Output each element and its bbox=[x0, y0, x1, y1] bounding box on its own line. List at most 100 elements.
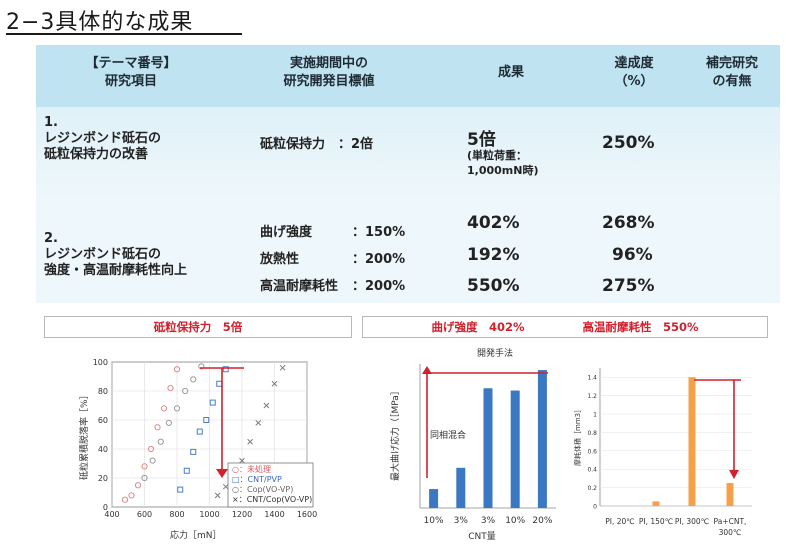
scatter-point bbox=[198, 363, 205, 370]
results-table: 【テーマ番号】 研究項目 実施期間中の 研究開発目標値 成果 達成度 （%） 補… bbox=[36, 45, 780, 303]
scatter-point bbox=[279, 364, 286, 371]
scatter-point bbox=[134, 482, 142, 489]
wear-ytick: 1 bbox=[593, 412, 597, 419]
scatter-points bbox=[121, 363, 286, 503]
scatter-point bbox=[222, 366, 229, 373]
scatter-point bbox=[263, 402, 270, 409]
wear-bar bbox=[652, 501, 660, 506]
wear-bar bbox=[726, 483, 734, 506]
scatter-point bbox=[196, 428, 203, 435]
bar-xtick: 20% bbox=[532, 516, 552, 526]
wear-series bbox=[652, 377, 734, 506]
bar-xtick: 10% bbox=[424, 516, 444, 526]
scatter-point bbox=[141, 463, 148, 470]
scatter-xtick: 400 bbox=[104, 510, 119, 519]
bar bbox=[510, 390, 520, 508]
grain-dropout-scatter-chart: 400 600 800 1000 1200 1400 1600 0 20 40 60 80 100 ○：… bbox=[78, 358, 317, 541]
wear-volume-bar-chart: 0 0.2 0.4 0.6 0.8 1 1.2 1.4 摩耗体積［mm3］ PI, 20℃ P… bbox=[573, 368, 752, 537]
wear-ytick: 0.6 bbox=[587, 448, 597, 455]
header-achievement: 達成度 （%） bbox=[614, 56, 654, 89]
wear-ytick: 1.2 bbox=[587, 393, 597, 400]
scatter-point bbox=[255, 420, 262, 426]
scatter-point bbox=[154, 424, 161, 431]
scatter-arrow-head bbox=[216, 469, 228, 478]
row2-achievement-2: 96% bbox=[612, 245, 653, 265]
scatter-point bbox=[247, 438, 253, 445]
bar-arrow-head bbox=[422, 366, 432, 374]
scatter-ylabel: 砥粒累積脱落率［%］ bbox=[78, 390, 90, 480]
bar-title: 開発手法 bbox=[477, 347, 513, 359]
scatter-point bbox=[157, 438, 164, 445]
scatter-ytick: 0 bbox=[103, 503, 108, 512]
table-row-1-background bbox=[36, 107, 780, 199]
scatter-grid bbox=[111, 361, 308, 508]
scatter-point bbox=[182, 387, 189, 395]
scatter-ytick: 60 bbox=[98, 416, 108, 425]
scatter-xtick: 1400 bbox=[264, 510, 284, 519]
row2-achievement-3: 275% bbox=[602, 276, 655, 296]
bar-annotation: 同相混合 bbox=[430, 429, 466, 441]
bar-xtick: 3% bbox=[454, 516, 469, 526]
scatter-point bbox=[183, 467, 190, 474]
scatter-point bbox=[271, 380, 278, 387]
scatter-legend bbox=[227, 462, 314, 508]
legend-cnt-cop: ×：CNT/Cop(VO-VP) bbox=[232, 495, 312, 504]
wear-ytick: 0.8 bbox=[587, 430, 597, 437]
highlight-strength-wear: 曲げ強度 402% 高温耐摩耗性 550% bbox=[362, 316, 768, 338]
scatter-xtick: 800 bbox=[169, 510, 184, 519]
row2-achievement-1: 268% bbox=[602, 213, 655, 233]
wear-ylabel: 摩耗体積［mm3］ bbox=[573, 406, 582, 466]
row2-target-2: 放熱性 ：200% bbox=[260, 252, 406, 267]
scatter-xtick: 1600 bbox=[297, 510, 317, 519]
scatter-point bbox=[239, 457, 245, 464]
wear-ytick: 0.4 bbox=[587, 467, 597, 474]
bar-ylabel: 最大曲げ応力（［MPa］ bbox=[389, 386, 401, 481]
bar bbox=[429, 489, 439, 508]
wear-ytick: 0 bbox=[593, 504, 597, 511]
scatter-point bbox=[177, 486, 184, 493]
flexural-strength-bar-chart: 開発手法 10% 3% 3% 10% 20% 同相混合 CNT量 最大曲げ応力（［MPa… bbox=[389, 347, 556, 542]
header-supplementary: 補完研究 の有無 bbox=[705, 56, 758, 89]
scatter-point bbox=[121, 496, 129, 503]
header-target: 実施期間中の 研究開発目標値 bbox=[283, 56, 375, 89]
wear-arrow-head bbox=[729, 470, 739, 479]
row1-result-note: (単粒荷重： 1,000mN時) bbox=[467, 149, 539, 177]
highlight-grain-retention: 砥粒保持力 5倍 bbox=[44, 316, 352, 338]
scatter-point bbox=[190, 448, 197, 455]
scatter-point bbox=[190, 376, 197, 383]
scatter-xtick: 1000 bbox=[199, 510, 219, 519]
wear-xtick-2: PI, 150℃ bbox=[639, 517, 673, 526]
scatter-point bbox=[160, 405, 168, 412]
legend-cnt-pvp: □：CNT/PVP bbox=[232, 475, 282, 484]
bar-xlabel: CNT量 bbox=[468, 531, 496, 542]
wear-ytick: 0.2 bbox=[587, 485, 597, 492]
wear-bar bbox=[688, 377, 696, 506]
row2-target-1: 曲げ強度 ：150% bbox=[260, 225, 406, 240]
bar-series bbox=[429, 370, 547, 508]
wear-xtick-4b: 300℃ bbox=[719, 528, 742, 537]
title-underline bbox=[6, 33, 242, 35]
scatter-ytick: 40 bbox=[98, 445, 108, 454]
header-result: 成果 bbox=[497, 65, 524, 80]
row2-result-1: 402% bbox=[467, 213, 520, 233]
wear-xtick-4a: Pa+CNT, bbox=[714, 517, 747, 526]
scatter-ytick: 80 bbox=[98, 387, 108, 396]
bar bbox=[483, 388, 493, 508]
wear-xtick-1: PI, 20℃ bbox=[605, 517, 634, 526]
bar-xtick: 10% bbox=[505, 516, 525, 526]
row2-item: 2. レジンボンド砥石の 強度・高温耐摩耗性向上 bbox=[44, 231, 188, 278]
wear-ytick: 1.4 bbox=[587, 375, 597, 382]
row1-achievement: 250% bbox=[602, 133, 655, 153]
bar bbox=[537, 370, 547, 508]
wear-xtick-3: PI, 300℃ bbox=[675, 517, 709, 526]
row2-result-3: 550% bbox=[467, 276, 520, 296]
scatter-point bbox=[149, 457, 156, 464]
wear-ticks: 0 0.2 0.4 0.6 0.8 1 1.2 1.4 bbox=[587, 375, 597, 511]
scatter-point bbox=[203, 417, 210, 423]
legend-untreated: ○：未処理 bbox=[232, 464, 271, 474]
scatter-xtick: 600 bbox=[137, 510, 152, 519]
scatter-ticks: 400 600 800 1000 1200 1400 1600 0 20 40 60 80 100 bbox=[93, 358, 317, 519]
scatter-xlabel: 応力［mN］ bbox=[170, 529, 222, 541]
row2-result-2: 192% bbox=[467, 245, 520, 265]
scatter-point bbox=[167, 385, 174, 392]
